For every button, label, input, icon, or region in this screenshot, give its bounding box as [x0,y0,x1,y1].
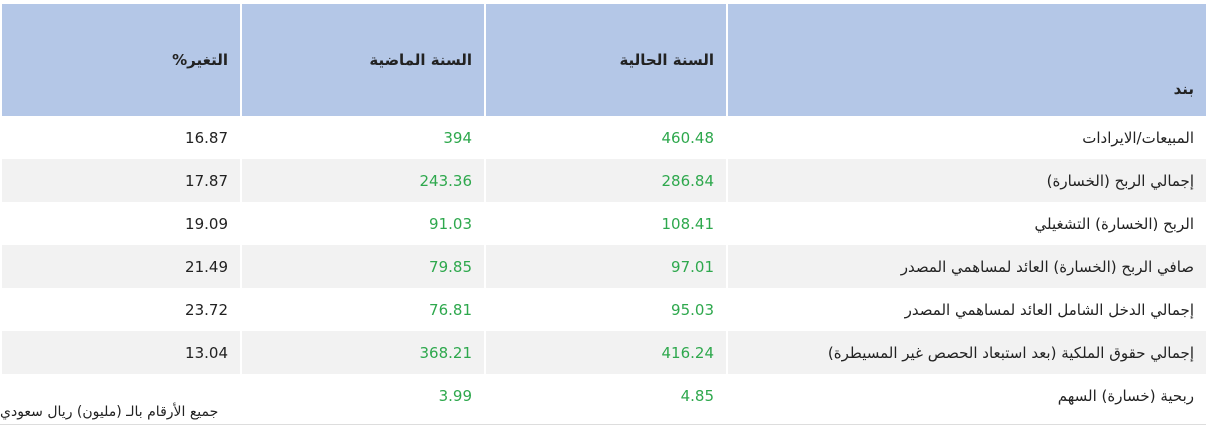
header-cell: السنة الحالية [484,4,728,116]
value-cell: 97.01 [484,245,728,288]
footnote-box: جميع الأرقام بالـ (مليون) ريال سعودي [0,404,1206,425]
value-cell: 416.24 [484,331,728,374]
table-row: إجمالي حقوق الملكية (بعد استبعاد الحصص غ… [0,331,1208,374]
value-cell: 76.81 [240,288,486,331]
table-row: الربح (الخسارة) التشغيلي 108.41 91.03 19.09 [0,202,1208,245]
value-cell: 23.72 [0,288,242,331]
table-row: المبيعات/الايرادات 460.48 394 16.87 [0,116,1208,159]
value-cell: 4.85 [484,374,728,417]
value-cell: 368.21 [240,331,486,374]
item-cell: إجمالي الربح (الخسارة) [726,159,1208,202]
item-cell: إجمالي حقوق الملكية (بعد استبعاد الحصص غ… [726,331,1208,374]
value-cell: 108.41 [484,202,728,245]
header-row: بند السنة الحالية السنة الماضية التغير% [0,4,1208,116]
value-cell [0,374,242,417]
item-cell: إجمالي الدخل الشامل العائد لمساهمي المصد… [726,288,1208,331]
value-cell: 21.49 [0,245,242,288]
value-cell: 91.03 [240,202,486,245]
header-cell: السنة الماضية [240,4,486,116]
value-cell: 286.84 [484,159,728,202]
table-row: صافي الربح (الخسارة) العائد لمساهمي المص… [0,245,1208,288]
value-cell: 17.87 [0,159,242,202]
financial-table: بند السنة الحالية السنة الماضية التغير% … [0,4,1208,417]
table-body: المبيعات/الايرادات 460.48 394 16.87 إجمالي ا… [0,116,1208,417]
table-row: إجمالي الربح (الخسارة) 286.84 243.36 17.87 [0,159,1208,202]
table-row: ربحية (خسارة) السهم 4.85 3.99 [0,374,1208,417]
header-cell: التغير% [0,4,242,116]
item-cell: ربحية (خسارة) السهم [726,374,1208,417]
item-cell: المبيعات/الايرادات [726,116,1208,159]
value-cell: 243.36 [240,159,486,202]
value-cell: 3.99 [240,374,486,417]
header-cell: بند [726,4,1208,116]
value-cell: 13.04 [0,331,242,374]
value-cell: 16.87 [0,116,242,159]
footnote: جميع الأرقام بالـ (مليون) ريال سعودي [0,404,219,420]
value-cell: 394 [240,116,486,159]
value-cell: 95.03 [484,288,728,331]
item-cell: صافي الربح (الخسارة) العائد لمساهمي المص… [726,245,1208,288]
item-cell: الربح (الخسارة) التشغيلي [726,202,1208,245]
value-cell: 460.48 [484,116,728,159]
table-row: إجمالي الدخل الشامل العائد لمساهمي المصد… [0,288,1208,331]
value-cell: 19.09 [0,202,242,245]
value-cell: 79.85 [240,245,486,288]
